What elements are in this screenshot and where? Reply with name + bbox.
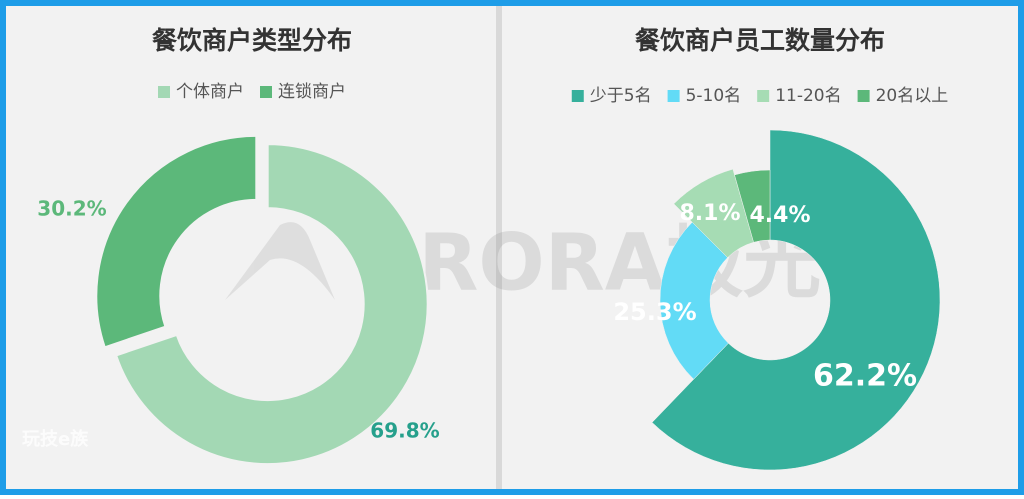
legend-swatch (158, 86, 170, 98)
legend-label: 5-10名 (686, 86, 742, 106)
slice (659, 221, 729, 380)
watermark-logo (225, 222, 335, 300)
watermark-text: 玩技e族 (22, 428, 89, 450)
slice (114, 143, 429, 466)
slice (95, 134, 258, 349)
slice (734, 169, 771, 243)
divider (496, 6, 502, 489)
chart-title: 餐饮商户类型分布 (152, 26, 352, 55)
legend-swatch (857, 90, 870, 102)
legend: 个体商户 连锁商户 (158, 82, 346, 102)
data-label: 69.8% (370, 419, 439, 443)
data-label: 25.3% (613, 298, 696, 326)
legend-swatch (757, 90, 770, 102)
chart-title: 餐饮商户员工数量分布 (635, 26, 885, 55)
slice (651, 129, 941, 471)
legend: 少于5名 5-10名 11-20名 20名以上 (571, 86, 949, 106)
legend-label: 少于5名 (590, 86, 652, 106)
data-label: 62.2% (813, 359, 917, 394)
slice (673, 168, 754, 258)
data-label: 8.1% (679, 201, 740, 226)
legend-swatch (667, 90, 680, 102)
legend-swatch (260, 86, 272, 98)
data-label: 30.2% (37, 197, 106, 221)
legend-label: 20名以上 (876, 86, 949, 106)
legend-label: 11-20名 (775, 86, 841, 106)
legend-label: 个体商户 (176, 82, 244, 102)
legend-label: 连锁商户 (278, 82, 346, 102)
legend-swatch (571, 90, 584, 102)
data-label: 4.4% (749, 203, 810, 228)
